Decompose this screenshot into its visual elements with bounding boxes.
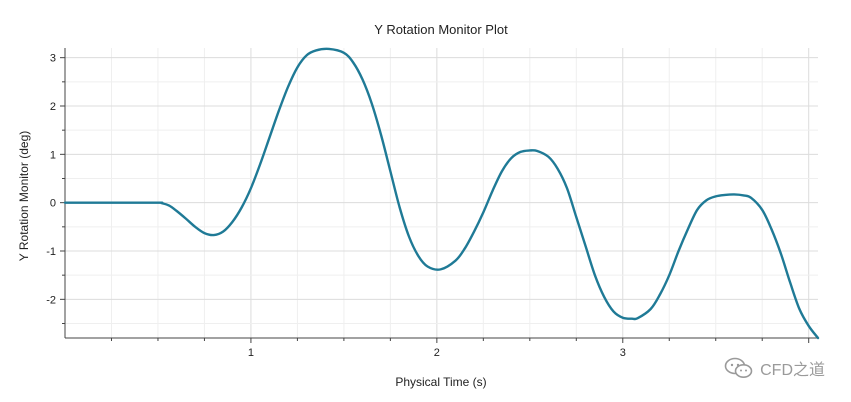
tick-labels: 1 2 3 -2 -1 0 1 2 3 — [46, 53, 626, 359]
y-tick-label: -2 — [46, 294, 56, 306]
y-tick-label: 1 — [50, 149, 56, 161]
x-axis-label: Physical Time (s) — [395, 375, 486, 389]
series-line — [63, 47, 820, 340]
y-tick-label: 0 — [50, 198, 56, 210]
watermark: CFD之道 — [724, 356, 825, 380]
x-tick-label: 3 — [620, 347, 626, 359]
axes — [60, 48, 818, 343]
y-tick-label: 2 — [50, 101, 56, 113]
grid — [65, 48, 818, 338]
y-tick-label: -1 — [46, 246, 56, 258]
y-axis-label: Y Rotation Monitor (deg) — [17, 131, 31, 262]
x-tick-label: 1 — [248, 347, 254, 359]
watermark-text: CFD之道 — [760, 362, 825, 379]
chart-title: Y Rotation Monitor Plot — [374, 22, 508, 37]
wechat-icon — [724, 357, 753, 378]
x-tick-label: 2 — [434, 347, 440, 359]
y-tick-label: 3 — [50, 53, 56, 65]
